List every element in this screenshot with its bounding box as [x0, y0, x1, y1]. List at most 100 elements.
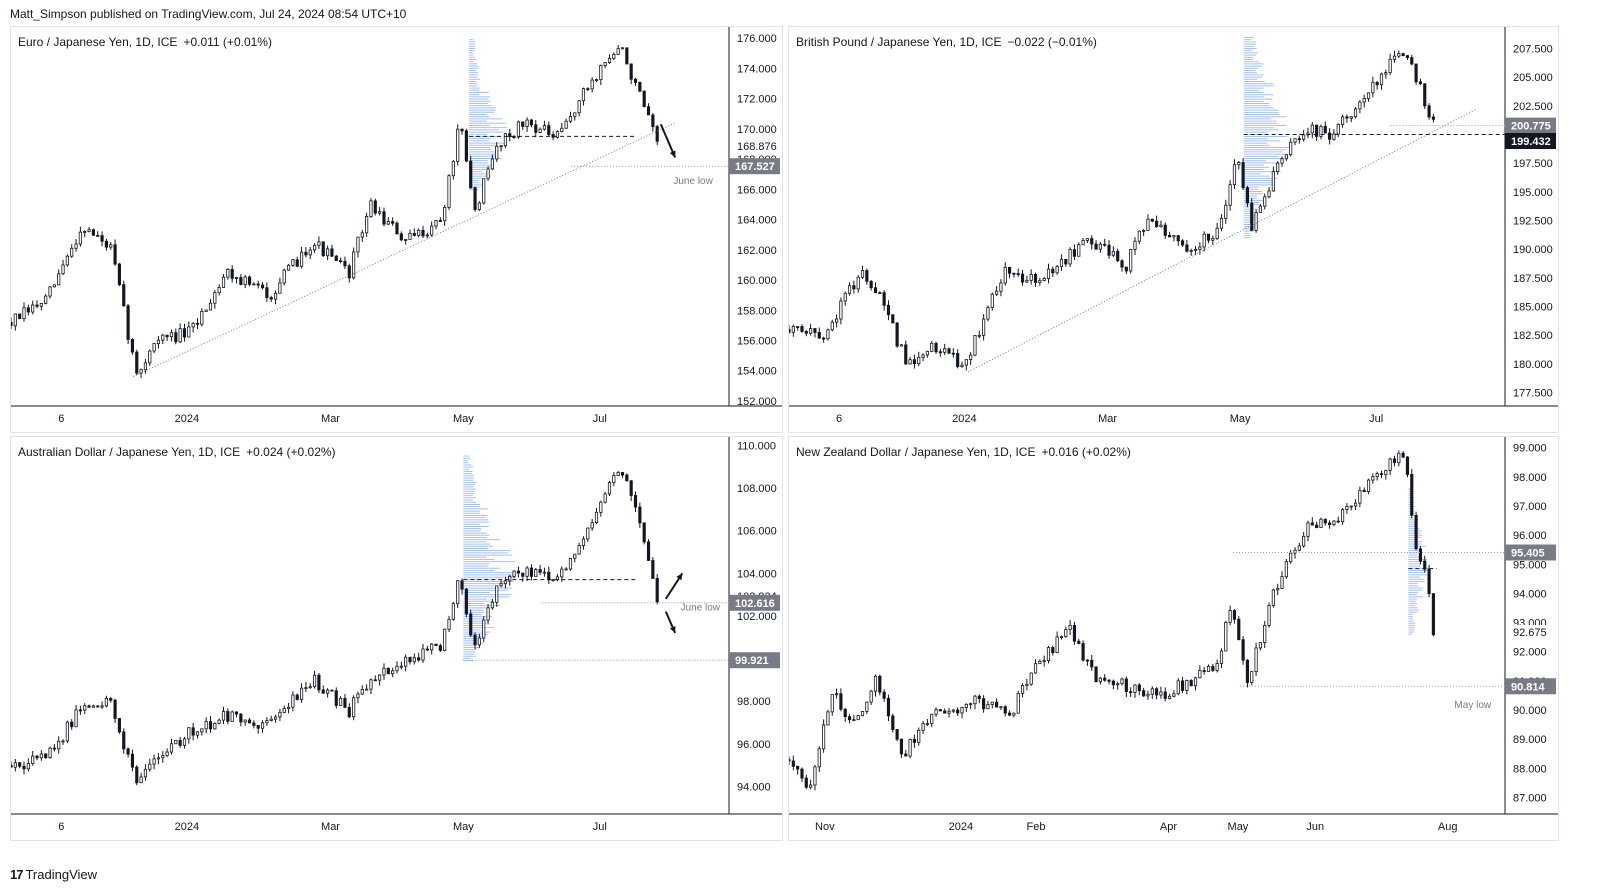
eurjpy-candle-body [555, 131, 560, 138]
gbpjpy-candle-body [1423, 83, 1427, 107]
audjpy-candle-body [295, 694, 299, 700]
nzdjpy-candle-body [917, 729, 921, 743]
eurjpy-candle-body [100, 235, 104, 242]
audjpy-candle-body [22, 765, 26, 770]
eurjpy-chart-svg[interactable]: 176.000174.000172.000170.000168.000166.0… [11, 27, 782, 432]
eurjpy-candle-body [447, 175, 451, 208]
audjpy-candle-body [586, 527, 590, 540]
gbpjpy-price-label-bg [1505, 133, 1556, 150]
audjpy-candle-body [165, 751, 169, 757]
nzdjpy-candle-body [1241, 639, 1245, 661]
eurjpy-candle-body [191, 322, 195, 328]
eurjpy-candle-body [22, 307, 26, 320]
nzdjpy-candle-body [1345, 506, 1349, 510]
nzdjpy-candle-body [1315, 524, 1319, 528]
eurjpy-candle-body [256, 283, 260, 286]
gbpjpy-candle-body [1007, 266, 1012, 274]
nzdjpy-price-label: 95.405 [1511, 548, 1545, 560]
gbpjpy-candle-body [964, 359, 968, 366]
audjpy-candle-body [282, 708, 286, 713]
audjpy-chart-svg[interactable]: 110.000108.000106.000104.000102.000100.0… [11, 437, 782, 840]
nzdjpy-candle-body [1133, 684, 1137, 693]
nzdjpy-candle-body [1155, 688, 1159, 696]
audjpy-candle-body [317, 674, 321, 691]
nzdjpy-candle-body [1146, 693, 1150, 697]
gbpjpy-candle-body [1150, 218, 1154, 222]
gbpjpy-candle-body [1146, 218, 1150, 231]
audjpy-candle-body [560, 568, 564, 578]
eurjpy-candle-body [620, 47, 625, 50]
eurjpy-price-label-bg [730, 138, 780, 153]
audjpy-candle-body [104, 698, 108, 707]
audjpy-candle-body [330, 689, 334, 692]
eurjpy-candle-body [61, 264, 65, 275]
chart-pane-audjpy[interactable]: 110.000108.000106.000104.000102.000100.0… [10, 436, 783, 841]
audjpy-candle-body [607, 482, 612, 495]
gbpjpy-price-label: 200.775 [1511, 121, 1551, 133]
audjpy-price-label-bg [729, 594, 780, 611]
nzdjpy-candle-body [1064, 629, 1068, 638]
nzdjpy-candle-body [1202, 670, 1206, 672]
audjpy-candle-body [139, 776, 143, 784]
gbpjpy-candle-body [1414, 63, 1418, 83]
eurjpy-candle-body [482, 178, 486, 204]
audjpy-candle-body [200, 728, 204, 733]
nzdjpy-candle-body [1328, 522, 1332, 526]
gbpjpy-candle-body [843, 292, 847, 302]
tradingview-brand[interactable]: 17 TradingView [10, 867, 97, 882]
nzdjpy-candle-body [1007, 712, 1012, 716]
gbpjpy-candle-body [917, 356, 921, 365]
audjpy-candle-body [152, 758, 156, 765]
gbpjpy-candle-body [813, 328, 817, 333]
nzdjpy-candle-body [1111, 680, 1115, 686]
audjpy-candle-body [642, 522, 646, 543]
eurjpy-candle-body [339, 260, 343, 263]
audjpy-candle-body [26, 763, 30, 770]
gbpjpy-candle-body [1185, 244, 1189, 252]
gbpjpy-candle-body [1332, 133, 1336, 140]
eurjpy-candle-body [629, 63, 633, 80]
gbpjpy-candle-body [1033, 274, 1038, 283]
nzdjpy-candle-body [1051, 647, 1055, 654]
audjpy-candle-body [91, 705, 95, 708]
gbpjpy-candle-body [1046, 268, 1051, 279]
eurjpy-candle-body [369, 200, 373, 217]
audjpy-candle-body [44, 753, 48, 759]
chart-pane-nzdjpy[interactable]: 99.000 98.000 97.000 96.000 95.000 94.000 93.0… [788, 436, 1559, 841]
audjpy-candle-body [286, 706, 291, 709]
nzdjpy-y-tick: 95.000 [1513, 559, 1547, 571]
gbpjpy-candle-body [860, 270, 865, 278]
gbpjpy-chart-svg[interactable]: 207.500205.000202.500200.000197.500195.0… [789, 27, 1558, 432]
nzdjpy-candle-body [1068, 624, 1072, 630]
nzdjpy-candle-body [1150, 688, 1154, 695]
eurjpy-candle-body [243, 276, 247, 285]
eurjpy-candle-body [48, 286, 52, 297]
audjpy-candle-body [234, 711, 239, 715]
gbpjpy-candle-body [830, 321, 834, 331]
eurjpy-candle-body [586, 88, 590, 91]
nzdjpy-chart-svg[interactable]: 99.00098.00097.00096.00095.00094.00093.0… [789, 437, 1558, 840]
nzdjpy-candle-body [822, 724, 826, 750]
audjpy-annotation: June low [681, 602, 721, 613]
eurjpy-candle-body [78, 231, 82, 245]
audjpy-candle-body [356, 693, 360, 699]
gbpjpy-candle-body [1418, 81, 1423, 85]
audjpy-candle-body [412, 657, 416, 663]
audjpy-candle-body [61, 740, 65, 743]
audjpy-candle-body [365, 688, 369, 691]
eurjpy-candle-body [148, 350, 152, 364]
audjpy-candle-body [31, 755, 35, 764]
eurjpy-price-label-bg [729, 158, 780, 175]
nzdjpy-candle-body [1025, 683, 1029, 686]
chart-pane-gbpjpy[interactable]: 207.500205.000202.500200.000197.500195.0… [788, 26, 1559, 433]
eurjpy-y-tick: 152.000 [737, 396, 777, 408]
eurjpy-candle-body [200, 311, 204, 325]
nzdjpy-candle-body [1310, 522, 1314, 526]
eurjpy-candle-body [139, 369, 143, 374]
eurjpy-candle-body [57, 273, 61, 286]
nzdjpy-candle-body [1142, 690, 1146, 697]
audjpy-candle-body [48, 747, 52, 759]
eurjpy-y-tick: 160.000 [737, 275, 777, 287]
eurjpy-candle-body [113, 244, 117, 265]
chart-pane-eurjpy[interactable]: 176.000174.000172.000170.000168.000166.0… [10, 26, 783, 433]
